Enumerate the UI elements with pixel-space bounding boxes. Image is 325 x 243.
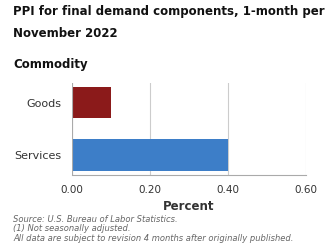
Bar xyxy=(72,139,228,171)
X-axis label: Percent: Percent xyxy=(163,200,214,213)
Text: Commodity: Commodity xyxy=(13,58,88,71)
Text: (1) Not seasonally adjusted.: (1) Not seasonally adjusted. xyxy=(13,224,131,233)
Text: November 2022: November 2022 xyxy=(13,27,118,40)
Bar xyxy=(72,87,110,118)
Text: All data are subject to revision 4 months after originally published.: All data are subject to revision 4 month… xyxy=(13,234,293,243)
Text: Source: U.S. Bureau of Labor Statistics.: Source: U.S. Bureau of Labor Statistics. xyxy=(13,215,178,224)
Text: PPI for final demand components, 1-month percent change,: PPI for final demand components, 1-month… xyxy=(13,5,325,18)
